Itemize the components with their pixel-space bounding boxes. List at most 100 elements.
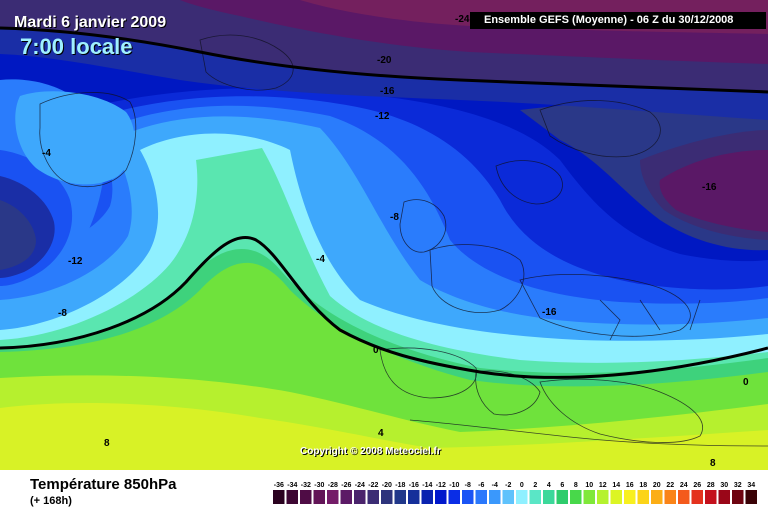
legend-swatch [462, 490, 474, 504]
legend-tick-label: 34 [747, 482, 755, 489]
legend-tick-label: 0 [520, 482, 524, 489]
legend-swatch [408, 490, 420, 504]
legend-swatch [516, 490, 528, 504]
contour-label: -16 [380, 86, 395, 97]
legend-tick-label: -12 [436, 482, 446, 489]
contour-label: -12 [375, 111, 390, 122]
legend-tick-label: -22 [368, 482, 378, 489]
legend-tick-label: 2 [533, 482, 537, 489]
legend-tick-label: 12 [599, 482, 607, 489]
legend-swatch [664, 490, 676, 504]
legend-tick-label: -28 [328, 482, 338, 489]
band-minus18 [659, 150, 768, 232]
legend-tick-label: 24 [680, 482, 688, 489]
legend-swatch [300, 490, 312, 504]
contour-label: 0 [743, 377, 749, 388]
legend-tick-label: -36 [274, 482, 284, 489]
legend-swatch [637, 490, 649, 504]
contour-label: 4 [378, 428, 384, 439]
isotherm-zero [0, 235, 768, 379]
legend-tick-label: 30 [720, 482, 728, 489]
legend-tick-label: 18 [639, 482, 647, 489]
legend-tick-label: 10 [585, 482, 593, 489]
contour-label: -16 [542, 307, 557, 318]
legend-swatch [556, 490, 568, 504]
contour-label: 0 [373, 345, 379, 356]
legend-swatch [394, 490, 406, 504]
legend-swatch [597, 490, 609, 504]
legend-swatch [678, 490, 690, 504]
legend-swatch [651, 490, 663, 504]
contour-label: -12 [68, 256, 83, 267]
isotherm-arctic [0, 26, 768, 94]
legend-swatch [448, 490, 460, 504]
legend-tick-label: -8 [465, 482, 471, 489]
legend-swatch [489, 490, 501, 504]
temperature-map: -24 -20 -16 -12 -4 -12 -8 -8 -4 -16 -16 … [0, 0, 768, 470]
legend-tick-label: 20 [653, 482, 661, 489]
legend-swatch [502, 490, 514, 504]
contour-label: 8 [710, 458, 716, 469]
legend-swatch [583, 490, 595, 504]
legend-tick-label: 6 [560, 482, 564, 489]
legend-tick-label: -14 [422, 482, 432, 489]
legend-tick-label: 8 [574, 482, 578, 489]
legend-tick-label: -30 [314, 482, 324, 489]
legend-tick-label: 4 [547, 482, 551, 489]
contour-label: -8 [58, 308, 67, 319]
legend-tick-label: -34 [287, 482, 297, 489]
legend-swatch [543, 490, 555, 504]
legend-tick-label: -24 [355, 482, 365, 489]
legend-swatch [610, 490, 622, 504]
legend-swatch [529, 490, 541, 504]
legend-swatch [624, 490, 636, 504]
contour-label: -20 [377, 55, 392, 66]
model-run-label: Ensemble GEFS (Moyenne) - 06 Z du 30/12/… [470, 12, 766, 29]
legend-tick-label: 26 [693, 482, 701, 489]
contour-label: -24 [455, 14, 470, 25]
legend-tick-label: -2 [505, 482, 511, 489]
coastlines [39, 34, 768, 447]
contour-label: -8 [390, 212, 399, 223]
legend-tick-label: 28 [707, 482, 715, 489]
legend-swatch [381, 490, 393, 504]
legend-tick-label: -20 [382, 482, 392, 489]
legend-swatch [286, 490, 298, 504]
legend-swatch [421, 490, 433, 504]
legend-tick-label: 16 [626, 482, 634, 489]
band-west-minus14 [0, 200, 36, 270]
legend-tick-label: -10 [449, 482, 459, 489]
legend-tick-label: -26 [341, 482, 351, 489]
contour-label: -4 [316, 254, 325, 265]
legend-swatch [745, 490, 757, 504]
contour-label: 8 [104, 438, 110, 449]
legend-swatch [475, 490, 487, 504]
lead-time: (+ 168h) [30, 495, 72, 507]
variable-title: Température 850hPa [30, 476, 177, 493]
legend-swatch [570, 490, 582, 504]
copyright-text: Copyright © 2008 Meteociel.fr [300, 446, 441, 457]
legend-swatch [732, 490, 744, 504]
legend-swatch [691, 490, 703, 504]
legend-tick-label: -6 [478, 482, 484, 489]
contour-label: -4 [42, 148, 51, 159]
legend-tick-label: 32 [734, 482, 742, 489]
legend-tick-label: -32 [301, 482, 311, 489]
legend-swatch [313, 490, 325, 504]
legend-tick-label: 22 [666, 482, 674, 489]
legend-swatch [327, 490, 339, 504]
legend-swatch [354, 490, 366, 504]
legend-swatch [273, 490, 285, 504]
legend-swatch [705, 490, 717, 504]
legend-tick-label: -16 [409, 482, 419, 489]
legend-swatch [340, 490, 352, 504]
contour-labels: -24 -20 -16 -12 -4 -12 -8 -8 -4 -16 -16 … [42, 14, 749, 469]
legend-tick-label: 14 [612, 482, 620, 489]
color-scale-legend: -36 -34 -32 -30 -28 -26 -24 -22 -20 -18 -16 -14 -12-… [273, 482, 757, 504]
band-greenland [15, 91, 135, 185]
legend-tick-label: -4 [492, 482, 498, 489]
legend-swatch [435, 490, 447, 504]
forecast-time: 7:00 locale [20, 34, 133, 59]
legend-tick-label: -18 [395, 482, 405, 489]
